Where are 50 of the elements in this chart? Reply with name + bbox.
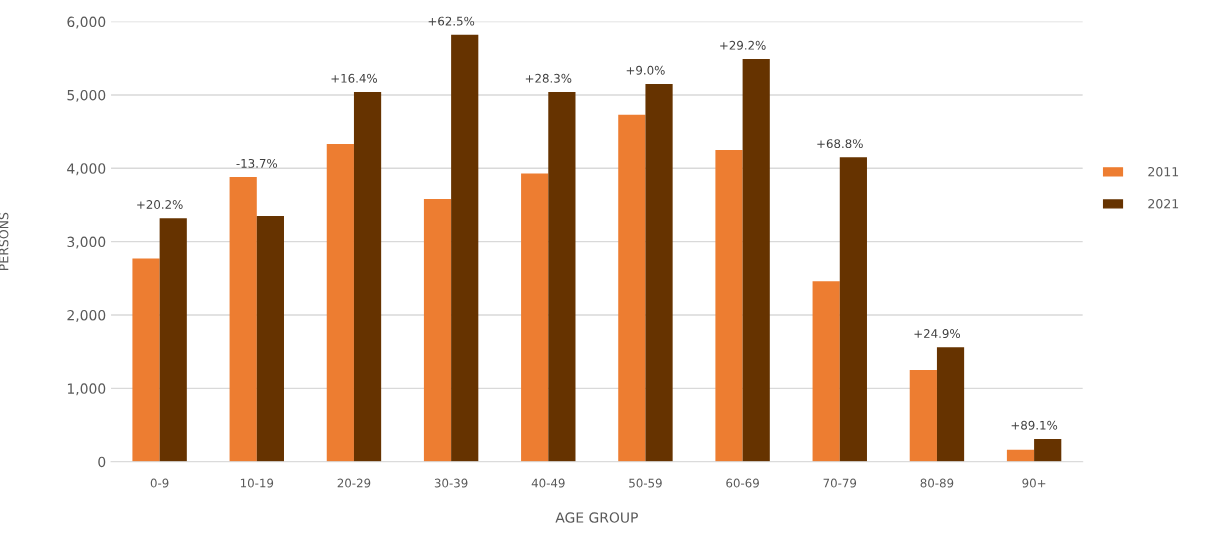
bar (742, 59, 770, 462)
bar (839, 157, 867, 462)
bar (618, 114, 646, 462)
bar (1034, 438, 1062, 462)
y-tick-label: 6,000 (67, 16, 106, 29)
bar (423, 199, 452, 462)
y-tick-label: 4,000 (67, 163, 106, 176)
x-tick-label: 50-59 (629, 478, 662, 488)
annotation: +16.4% (331, 73, 377, 83)
annotation: +68.8% (817, 139, 863, 149)
bar (326, 144, 354, 462)
x-tick-label: 80-89 (920, 478, 954, 488)
bar (521, 173, 549, 462)
x-tick-label: 90+ (1022, 478, 1046, 488)
x-tick-label: 20-29 (337, 478, 371, 488)
y-tick-label: 3,000 (67, 236, 106, 249)
annotation: +9.0% (626, 65, 665, 75)
bar (229, 177, 257, 462)
legend-label: 2021 (1148, 199, 1179, 209)
y-tick-label: 5,000 (67, 89, 106, 102)
bar (451, 34, 479, 462)
bar (159, 218, 187, 462)
bar (909, 370, 937, 462)
annotation: -13.7% (236, 158, 278, 168)
bar (353, 92, 382, 462)
bar (936, 347, 965, 462)
x-tick-label: 40-49 (531, 478, 565, 488)
annotation: +62.5% (428, 16, 475, 26)
x-tick-label: 30-39 (434, 478, 468, 488)
annotation: +24.9% (914, 329, 960, 339)
bar (715, 149, 743, 462)
y-tick-label: 0 (98, 456, 106, 468)
y-tick-label: 2,000 (67, 309, 106, 322)
bar (256, 215, 284, 462)
annotation: +28.3% (525, 73, 572, 83)
x-tick-label: 0-9 (150, 478, 169, 488)
bar (548, 92, 576, 462)
annotation: +29.2% (720, 40, 766, 50)
x-tick-label: 70-79 (823, 478, 857, 488)
annotation: +89.1% (1011, 420, 1058, 430)
y-tick-label: 1,000 (67, 383, 106, 396)
bar (1006, 449, 1035, 462)
legend-label: 2011 (1148, 166, 1179, 177)
bar (132, 258, 160, 462)
x-axis-title: AGE GROUP (555, 512, 638, 523)
bar (645, 83, 673, 462)
annotation: +20.2% (137, 200, 183, 209)
x-tick-label: 10-19 (240, 478, 274, 488)
bar (812, 281, 840, 462)
x-tick-label: 60-69 (726, 478, 759, 488)
